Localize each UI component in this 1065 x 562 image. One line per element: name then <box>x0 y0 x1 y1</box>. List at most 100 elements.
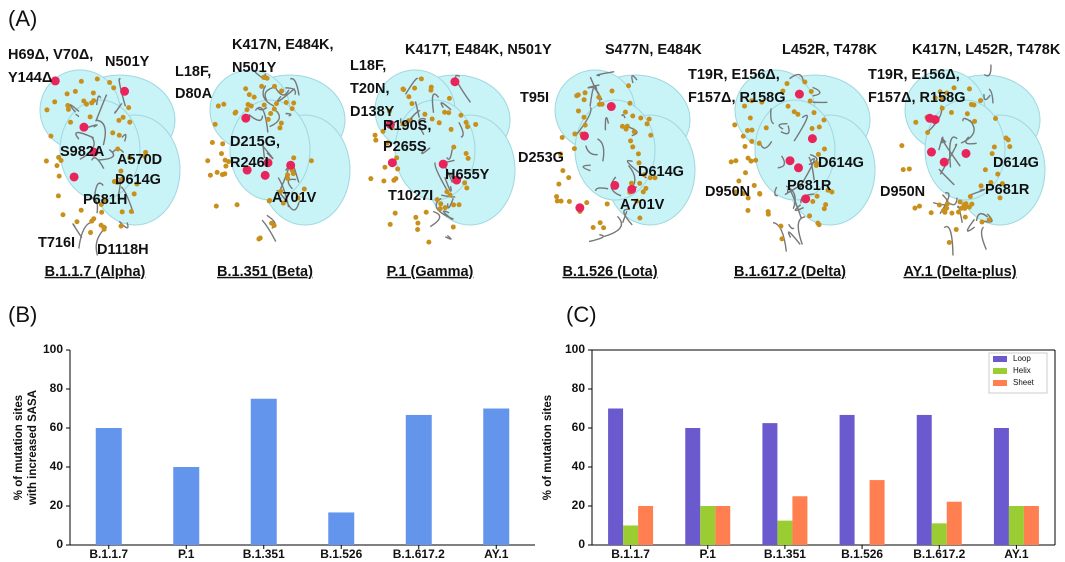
glycan <box>284 100 289 105</box>
glycan <box>373 133 378 138</box>
glycan <box>729 159 734 164</box>
mutation-label: L18F, <box>175 64 211 80</box>
glycan <box>596 95 601 100</box>
glycan <box>963 215 968 220</box>
glycan <box>91 90 96 95</box>
bar <box>700 506 715 545</box>
legend-label: Sheet <box>1013 378 1035 387</box>
variant-name: B.1.1.7 (Alpha) <box>45 264 146 280</box>
mutation-label: H69Δ, V70Δ, <box>8 47 93 63</box>
glycan <box>221 102 226 107</box>
mutation-site <box>388 158 397 167</box>
bar <box>792 496 807 545</box>
mutation-label: D614G <box>993 155 1039 171</box>
glycan <box>406 94 411 99</box>
glycan <box>992 144 997 149</box>
glycan <box>648 133 653 138</box>
x-tick-label: B.1.351 <box>764 547 806 561</box>
glycan <box>48 134 53 139</box>
glycan <box>393 176 398 181</box>
glycan <box>422 112 427 117</box>
glycan <box>413 215 418 220</box>
mutation-label: T19R, E156Δ, <box>688 67 780 83</box>
glycan <box>643 186 648 191</box>
glycan <box>752 183 757 188</box>
glycan <box>52 99 57 104</box>
glycan <box>446 110 451 115</box>
glycan <box>802 79 807 84</box>
glycan <box>983 167 988 172</box>
y-tick-label: 60 <box>572 420 586 434</box>
backbone <box>789 224 794 228</box>
glycan <box>638 115 643 120</box>
glycan <box>555 199 560 204</box>
glycan <box>815 194 820 199</box>
glycan <box>745 208 750 213</box>
glycan <box>572 146 577 151</box>
bar <box>685 428 700 545</box>
glycan <box>940 106 945 111</box>
glycan <box>560 168 565 173</box>
backbone <box>604 216 621 236</box>
glycan <box>277 125 282 130</box>
y-axis-label: with increased SASA <box>27 390 39 506</box>
glycan <box>249 103 254 108</box>
bar <box>638 506 653 545</box>
glycan <box>210 140 215 145</box>
glycan <box>473 122 478 127</box>
y-tick-label: 60 <box>50 420 64 434</box>
glycan <box>115 147 120 152</box>
glycan <box>591 225 596 230</box>
x-tick-label: B.1.1.7 <box>89 547 128 561</box>
y-tick-label: 80 <box>50 381 64 395</box>
glycan <box>205 158 210 163</box>
bar <box>870 480 885 545</box>
mutation-site <box>785 156 794 165</box>
mutation-label: A701V <box>272 190 317 206</box>
mutation-site <box>795 90 804 99</box>
glycan <box>223 158 228 163</box>
glycan <box>66 107 71 112</box>
glycan <box>424 210 429 215</box>
bar <box>715 506 730 545</box>
glycan <box>457 202 462 207</box>
glycan <box>215 170 220 175</box>
glycan <box>766 209 771 214</box>
mutation-site <box>607 102 616 111</box>
glycan <box>554 194 559 199</box>
glycan <box>785 81 790 86</box>
glycan <box>388 222 393 227</box>
glycan <box>736 179 741 184</box>
y-tick-label: 100 <box>43 342 63 356</box>
glycan <box>395 166 400 171</box>
glycan <box>925 130 930 135</box>
bar <box>483 409 509 546</box>
glycan <box>610 89 615 94</box>
glycan <box>464 151 469 156</box>
glycan <box>584 200 589 205</box>
glycan <box>68 120 73 125</box>
glycan <box>223 164 228 169</box>
glycan <box>567 199 572 204</box>
mutation-site <box>241 114 250 123</box>
glycan <box>381 178 386 183</box>
mutation-label: L452R, T478K <box>782 42 878 58</box>
glycan <box>54 163 59 168</box>
glycan <box>626 83 631 88</box>
glycan <box>995 172 1000 177</box>
glycan <box>810 199 815 204</box>
x-tick-label: B.1.526 <box>320 547 362 561</box>
glycan <box>937 203 942 208</box>
glycan <box>438 201 443 206</box>
mutation-site <box>450 77 459 86</box>
glycan <box>252 95 257 100</box>
glycan <box>817 125 822 130</box>
glycan <box>458 113 463 118</box>
glycan <box>259 84 264 89</box>
glycan <box>556 182 561 187</box>
variant-name: AY.1 (Delta-plus) <box>903 264 1016 280</box>
glycan <box>274 101 279 106</box>
glycan <box>605 201 610 206</box>
glycan <box>822 147 827 152</box>
glycan <box>79 79 84 84</box>
